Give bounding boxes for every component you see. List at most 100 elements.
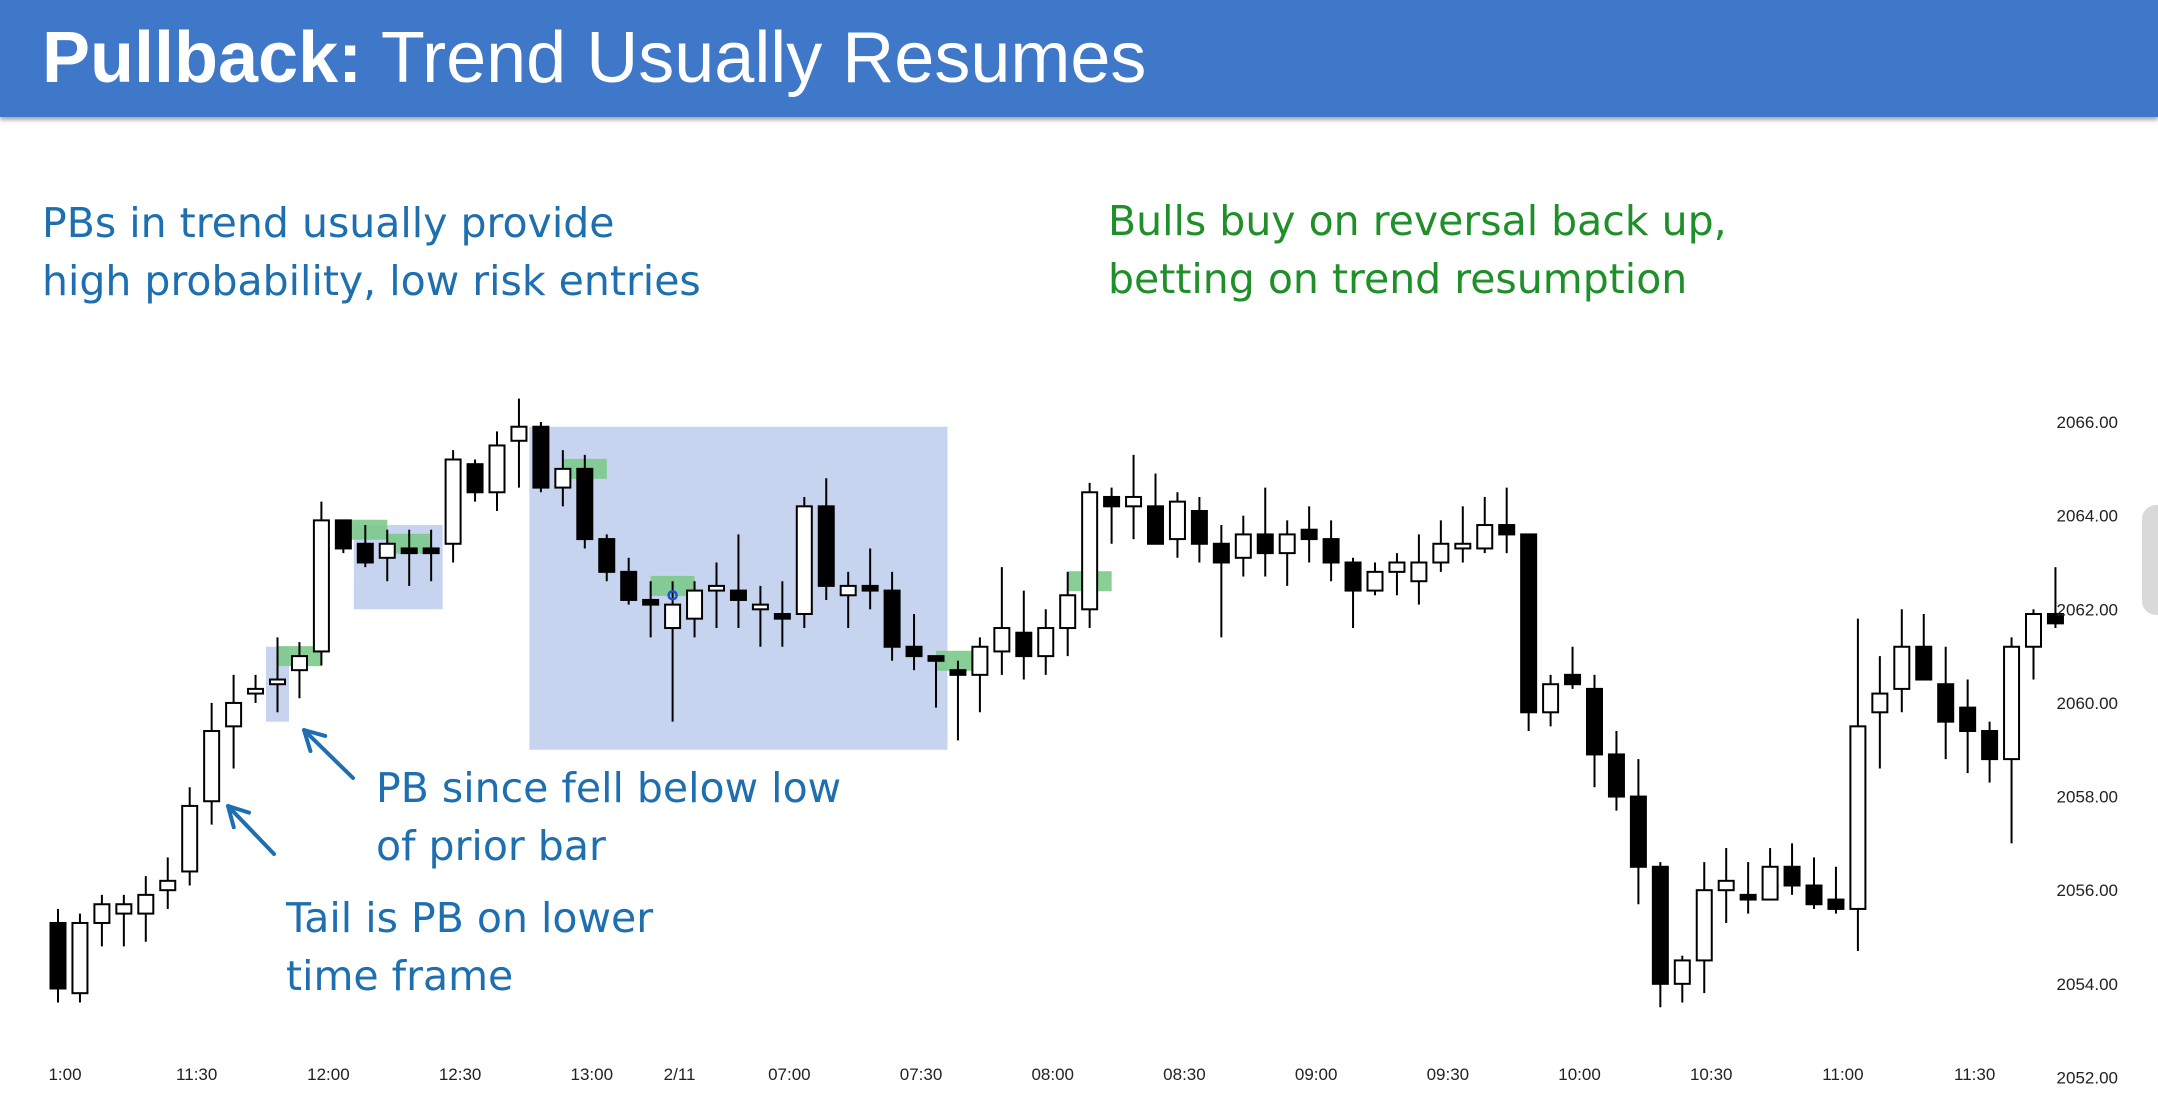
y-tick-label: 2054.00 (2057, 975, 2118, 994)
bear-candle (1805, 884, 1823, 906)
bull-candle (1871, 692, 1889, 714)
annotation-arrow-shaft (226, 804, 276, 856)
bear-candle (1256, 533, 1274, 555)
bull-candle (1037, 627, 1055, 658)
x-tick-label: 07:00 (768, 1065, 811, 1084)
bulls-note: Bulls buy on reversal back up, betting o… (1108, 192, 1727, 308)
bear-candle (1212, 542, 1230, 564)
bull-candle (2025, 612, 2042, 648)
bear-candle (1651, 865, 1669, 985)
bear-candle (1981, 730, 1999, 761)
bear-candle (1783, 865, 1801, 887)
bull-candle (1542, 683, 1560, 714)
bear-candle (1739, 893, 1757, 901)
side-scroll-handle[interactable] (2142, 505, 2158, 615)
bear-candle (1520, 533, 1538, 714)
bull-candle (444, 458, 462, 545)
bear-candle (927, 655, 945, 662)
bull-candle (203, 730, 221, 803)
bear-candle (1190, 509, 1208, 545)
bull-candle (708, 584, 725, 592)
pb-note-line1: PBs in trend usually provide (42, 199, 615, 247)
bull-candle (1454, 542, 1472, 550)
bull-candle (1366, 570, 1384, 592)
title-banner: Pullback: Trend Usually Resumes (0, 0, 2158, 117)
bear-candle (466, 463, 484, 494)
bulls-note-line2: betting on trend resumption (1108, 255, 1688, 303)
x-tick-label: 11:00 (1822, 1065, 1863, 1084)
bull-candle (686, 589, 704, 620)
x-tick-label: 11:30 (176, 1065, 217, 1084)
bull-candle (159, 879, 177, 892)
x-tick-label: 11:30 (1954, 1065, 1995, 1084)
bear-candle (576, 467, 594, 541)
tail-note-line1: Tail is PB on lower (286, 894, 654, 942)
x-tick-label: 09:00 (1295, 1065, 1338, 1084)
x-tick-label: 13:00 (571, 1065, 614, 1084)
bull-candle (751, 603, 769, 611)
x-tick-label: 12:00 (307, 1065, 350, 1084)
bull-candle (1893, 645, 1911, 690)
bull-candle (839, 584, 857, 597)
bull-candle (137, 893, 155, 915)
bull-candle (1717, 879, 1735, 892)
x-tick-label: 09:30 (1427, 1065, 1470, 1084)
title-rest-part: Trend Usually Resumes (362, 18, 1147, 98)
x-tick-label: 12:30 (439, 1065, 482, 1084)
cursor-dot (667, 590, 678, 601)
bull-candle (1761, 865, 1779, 901)
bear-candle (1915, 645, 1933, 681)
y-tick-label: 2056.00 (2057, 881, 2118, 900)
bear-candle (1147, 505, 1164, 545)
x-tick-label: 10:00 (1558, 1065, 1601, 1084)
bull-candle (1388, 561, 1406, 573)
y-tick-label: 2058.00 (2057, 788, 2118, 807)
bull-candle (1673, 959, 1691, 985)
bear-candle (729, 589, 747, 601)
bear-candle (817, 505, 835, 587)
bull-candle (1081, 491, 1099, 611)
bear-candle (2046, 612, 2064, 625)
annotation-arrow-shaft (302, 728, 355, 780)
bear-candle (400, 547, 418, 555)
bear-candle (532, 425, 550, 489)
bull-candle (1168, 500, 1186, 541)
bull-candle (181, 804, 199, 873)
y-tick-label: 2064.00 (2057, 507, 2118, 526)
bull-candle (2003, 645, 2021, 761)
bear-candle (1959, 706, 1977, 733)
bull-candle (269, 678, 286, 686)
bear-candle (49, 921, 67, 990)
fell-below-note-line2: of prior bar (376, 822, 606, 870)
bear-candle (1103, 495, 1121, 508)
bull-candle (664, 603, 682, 630)
bull-candle (115, 903, 133, 915)
bear-candle (1827, 898, 1845, 910)
bear-candle (905, 645, 923, 658)
bear-candle (598, 538, 616, 573)
bear-candle (1586, 687, 1603, 756)
y-tick-label: 2066.00 (2057, 413, 2118, 432)
bull-candle (93, 903, 111, 924)
annotation-arrow-head (302, 728, 328, 754)
bulls-note-line1: Bulls buy on reversal back up, (1108, 197, 1727, 245)
bear-candle (1937, 683, 1955, 723)
bull-candle (1234, 533, 1252, 559)
bear-candle (1629, 795, 1647, 868)
x-tick-label: 08:30 (1163, 1065, 1206, 1084)
x-tick-label: 1:00 (48, 1065, 81, 1084)
bull-candle (1125, 495, 1143, 508)
bear-candle (773, 612, 791, 620)
y-tick-label: 2052.00 (2057, 1068, 2118, 1087)
bull-candle (993, 627, 1011, 653)
bull-candle (71, 921, 89, 995)
pb-note-line2: high probability, low risk entries (42, 257, 701, 305)
bull-candle (1059, 594, 1077, 630)
fell-below-note-line1: PB since fell below low (376, 764, 842, 812)
bull-candle (312, 519, 330, 653)
x-tick-label: 2/11 (664, 1065, 696, 1084)
bear-candle (1300, 528, 1318, 541)
annotation-arrow-head (226, 804, 251, 830)
x-tick-label: 07:30 (900, 1065, 943, 1084)
bull-candle (554, 467, 572, 489)
